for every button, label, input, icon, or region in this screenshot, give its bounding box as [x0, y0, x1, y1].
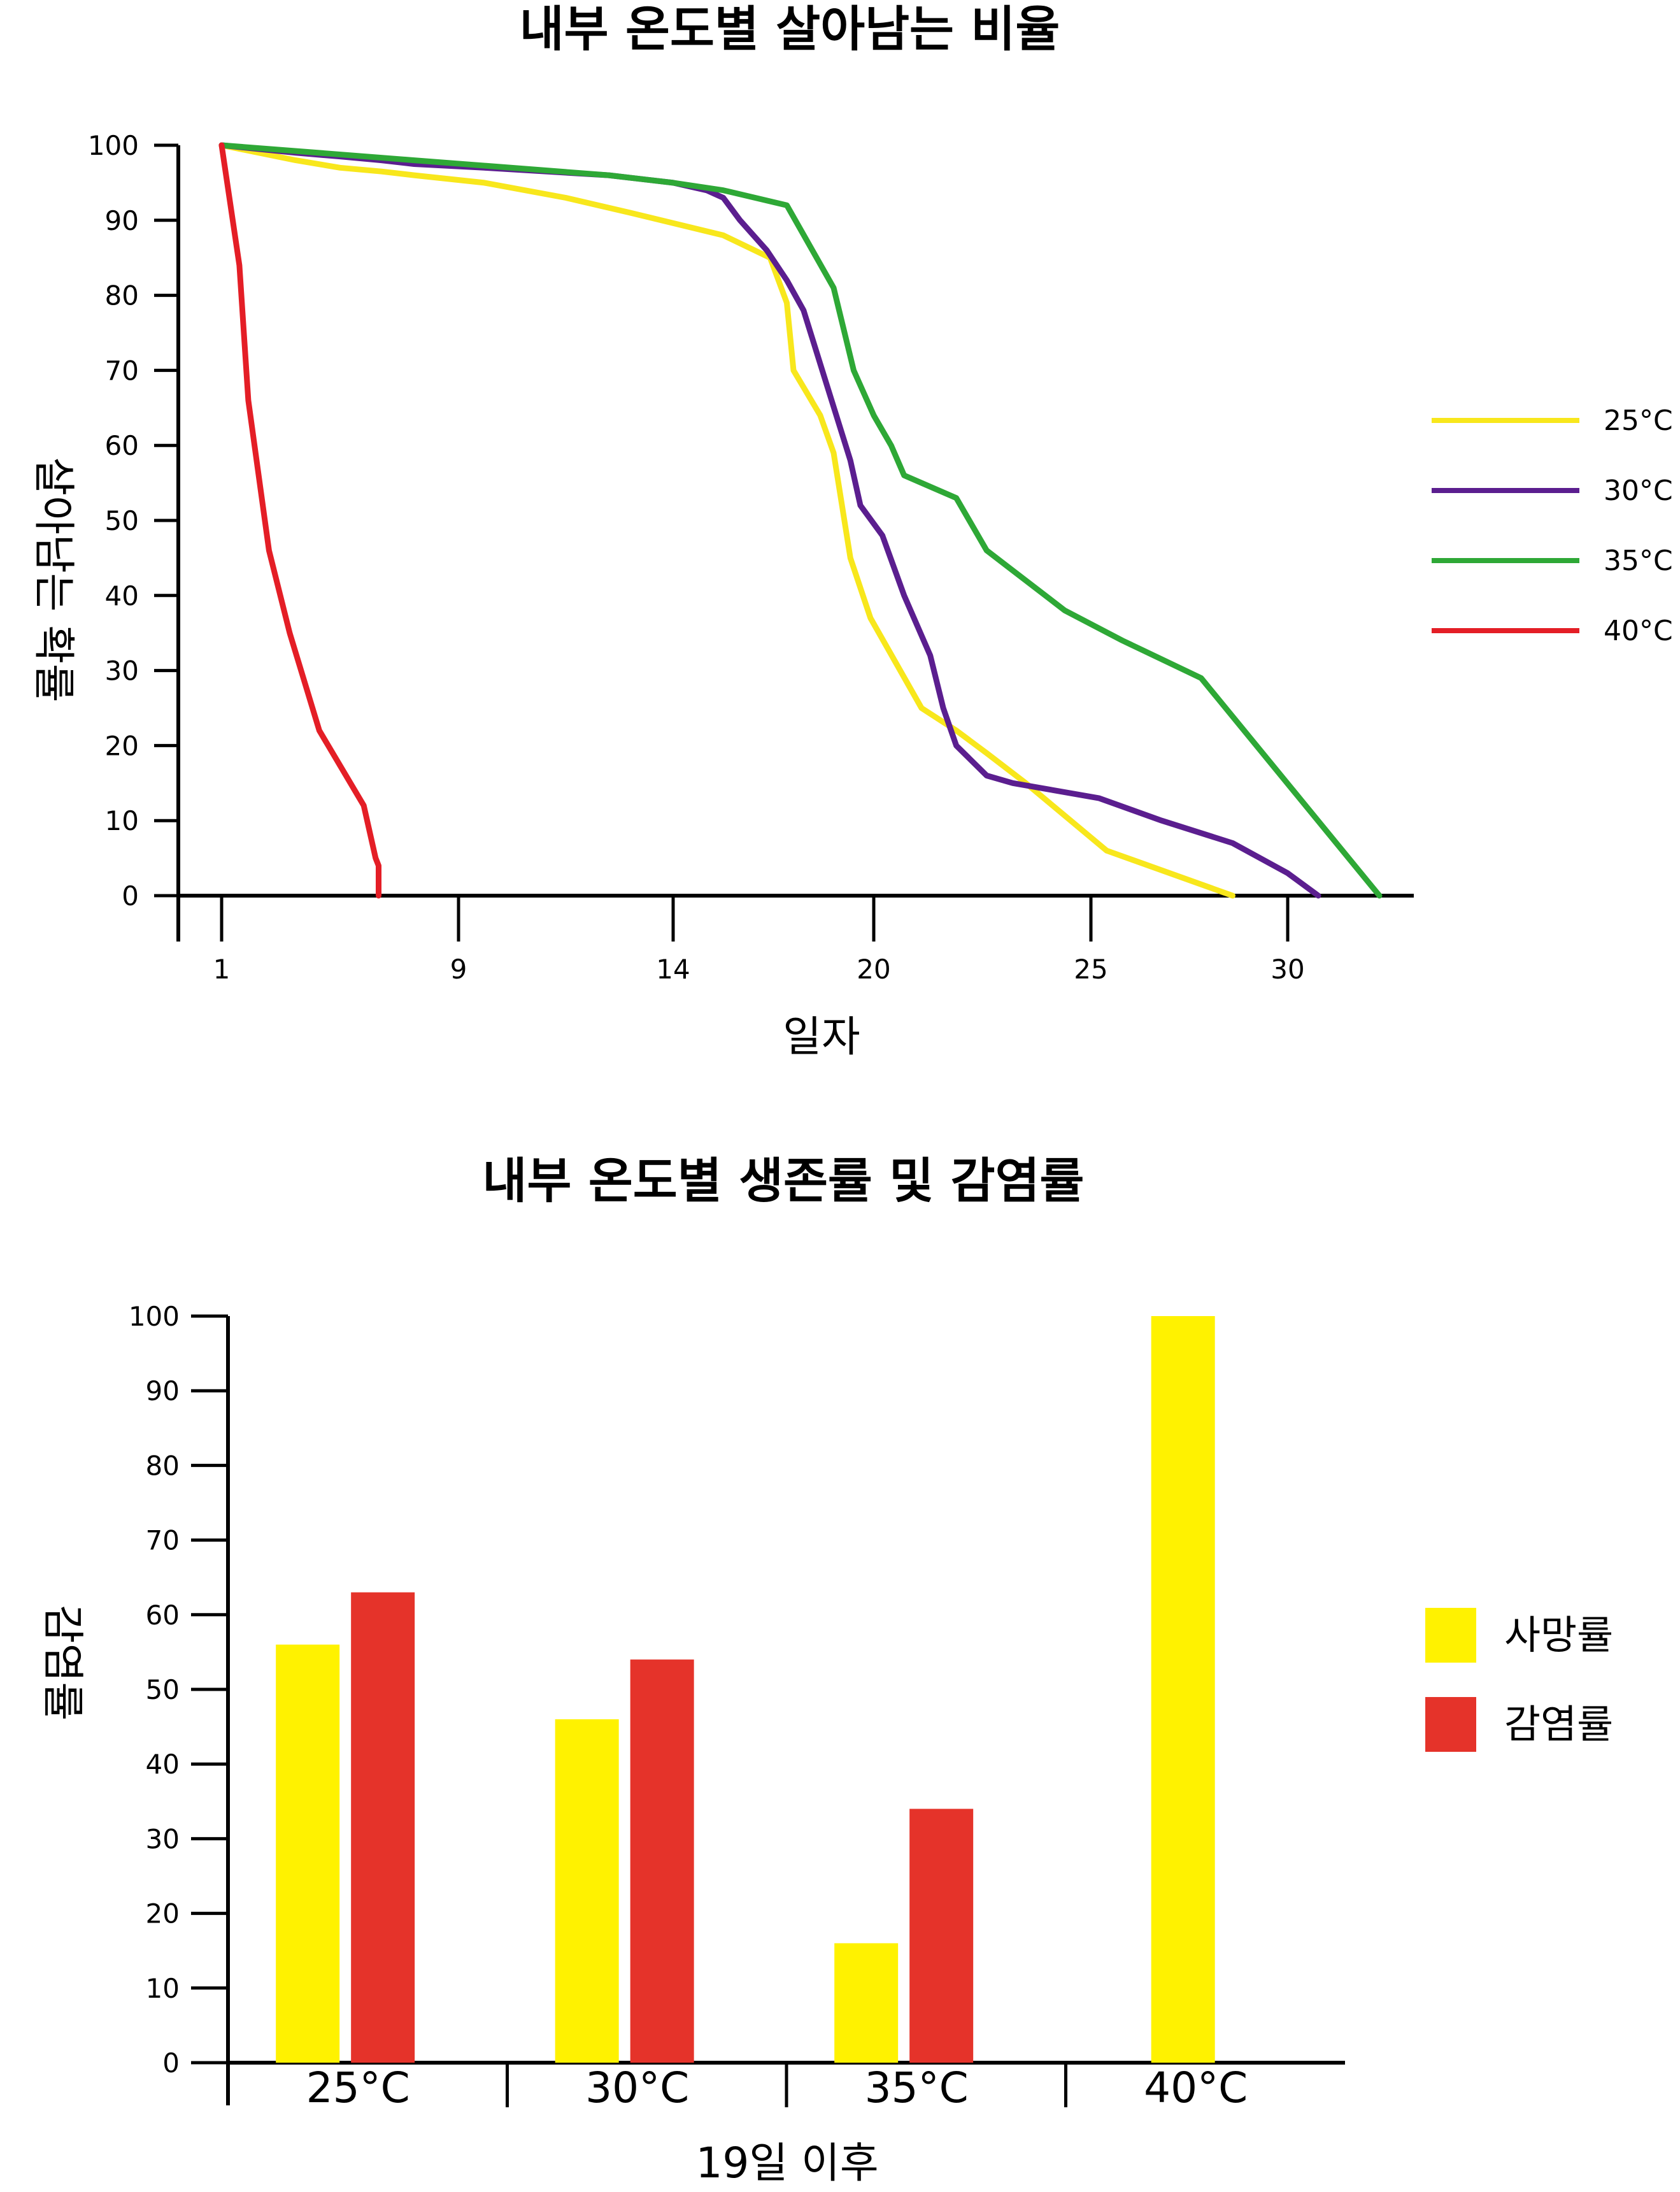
bar-chart-y-axis-label: 감염률 — [38, 1605, 87, 1721]
line-chart-title: 내부 온도별 살아남는 비율 — [520, 1, 1060, 57]
bar-legend-label-2: 감염률 — [1504, 1701, 1613, 1747]
bar-chart-bars: 25°C 30°C 35°C 40°C — [276, 1316, 1248, 2112]
bar-chart-y-tick-label: 50 — [146, 1674, 180, 1705]
line-series-3 — [218, 142, 1383, 899]
bar-chart-y-tick-label: 100 — [129, 1301, 180, 1332]
line-series-2 — [218, 142, 1321, 899]
line-chart-x-tick-label: 14 — [656, 954, 690, 985]
line-chart-x-tick-label: 30 — [1271, 954, 1304, 985]
bar-30-series-2 — [630, 1659, 694, 2063]
bar-chart-y-tick-label: 20 — [146, 1898, 180, 1930]
bar-chart-y-tick-label: 60 — [146, 1600, 180, 1631]
bar-chart-category-label: 30°C — [585, 2063, 689, 2112]
legend-label-1: 25°C — [1604, 405, 1673, 437]
line-chart-y-tick-label: 0 — [122, 880, 139, 912]
bar-40-series-1 — [1151, 1316, 1215, 2063]
bar-chart-category-label: 35°C — [865, 2063, 969, 2112]
bar-legend-swatch-1 — [1425, 1608, 1476, 1663]
line-series-1 — [218, 142, 1235, 899]
infection-bar-chart: 내부 온도별 생존률 및 감염률 0102030405060708090100 … — [38, 1152, 1613, 2188]
line-chart-legend: 25°C 30°C 35°C 40°C — [1432, 405, 1673, 647]
line-chart-y-tick-label: 100 — [88, 130, 139, 161]
line-chart-y-tick-label: 10 — [105, 805, 139, 836]
line-chart-y-tick-label: 40 — [105, 580, 139, 612]
line-chart-y-tick-label: 20 — [105, 730, 139, 761]
line-chart-y-tick-label: 70 — [105, 355, 139, 386]
bar-chart-y-tick-label: 80 — [146, 1450, 180, 1481]
bar-35-series-1 — [834, 1943, 899, 2063]
bar-chart-y-tick-label: 0 — [162, 2047, 180, 2079]
bar-chart-category-label: 25°C — [306, 2063, 410, 2112]
bar-chart-y-tick-label: 90 — [146, 1375, 180, 1407]
bar-chart-y-tick-label: 30 — [146, 1823, 180, 1854]
line-chart-x-tick-label: 1 — [213, 954, 231, 985]
bar-30-series-1 — [555, 1719, 619, 2063]
line-chart-y-axis-label: 살아남는 확률 — [29, 457, 78, 702]
bar-chart-x-axis-label: 19일 이후 — [695, 2138, 878, 2188]
bar-25-series-2 — [351, 1592, 415, 2063]
line-chart-y-tick-label: 90 — [105, 205, 139, 236]
bar-chart-category-label: 40°C — [1144, 2063, 1248, 2112]
line-chart-x-tick-label: 25 — [1074, 954, 1107, 985]
survival-line-chart: 내부 온도별 살아남는 비율 0 10 20 30 40 50 60 70 80 90 100 1 9 1… — [29, 1, 1673, 1061]
bar-legend-label-1: 사망률 — [1504, 1612, 1613, 1658]
line-chart-x-tick-label: 20 — [857, 954, 890, 985]
line-chart-y-tick-label: 30 — [105, 655, 139, 687]
line-series-4 — [218, 142, 381, 899]
line-chart-x-tick-label: 9 — [450, 954, 467, 985]
line-chart-series — [218, 142, 1383, 899]
line-chart-y-tick-label: 50 — [105, 505, 139, 536]
bar-legend-swatch-2 — [1425, 1697, 1476, 1752]
legend-label-3: 35°C — [1604, 545, 1673, 577]
line-chart-y-tick-label: 80 — [105, 280, 139, 312]
bar-chart-y-tick-label: 70 — [146, 1525, 180, 1556]
bar-chart-y-tick-label: 40 — [146, 1749, 180, 1780]
bar-chart-y-tick-label: 10 — [146, 1973, 180, 2004]
line-chart-axes: 0 10 20 30 40 50 60 70 80 90 100 1 9 14 20 25 30 — [88, 130, 1414, 985]
line-chart-y-tick-label: 60 — [105, 430, 139, 461]
bar-chart-title: 내부 온도별 생존률 및 감염률 — [483, 1152, 1085, 1209]
legend-label-2: 30°C — [1604, 475, 1673, 507]
bar-35-series-2 — [909, 1809, 974, 2063]
legend-label-4: 40°C — [1604, 615, 1673, 647]
bar-25-series-1 — [276, 1644, 340, 2063]
line-chart-x-axis-label: 일자 — [783, 1012, 860, 1061]
